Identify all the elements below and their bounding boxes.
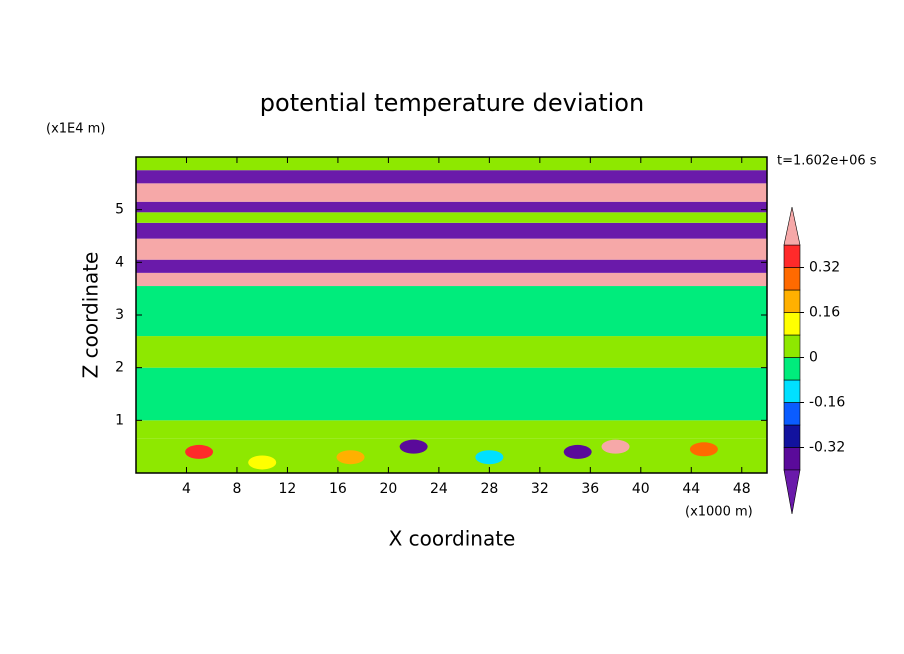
colorbar-box — [783, 424, 801, 448]
contour-spot — [336, 450, 365, 465]
x-tick-label: 12 — [279, 481, 297, 497]
contour-band — [136, 420, 767, 439]
colorbar-tick-label: 0 — [809, 350, 818, 366]
contour-band — [136, 238, 767, 260]
contour-band — [136, 367, 767, 421]
y-tick-label: 2 — [115, 360, 124, 376]
chart-title: potential temperature deviation — [260, 89, 644, 117]
contour-spot — [563, 444, 592, 459]
contour-band — [136, 170, 767, 184]
colorbar: -0.32 -0.16 0 0.16 0.32 — [783, 206, 845, 515]
contour-band — [136, 286, 767, 337]
colorbar-extend-bottom — [783, 469, 801, 515]
colorbar-extend-top — [783, 206, 801, 246]
x-tick-label: 24 — [430, 481, 448, 497]
x-tick-label: 4 — [182, 481, 191, 497]
y-tick-label: 3 — [115, 307, 124, 323]
colorbar-box — [783, 334, 801, 358]
colorbar-box — [783, 379, 801, 403]
colorbar-box — [783, 447, 801, 471]
x-tick-label: 40 — [632, 481, 650, 497]
x-tick-label: 28 — [480, 481, 498, 497]
x-tick-label: 44 — [682, 481, 700, 497]
contour-band — [136, 336, 767, 368]
y-tick-label: 4 — [115, 254, 124, 270]
contour-spot — [399, 439, 428, 454]
contour-band — [136, 183, 767, 202]
contour-band — [136, 212, 767, 223]
colorbar-tick-label: -0.32 — [809, 440, 845, 456]
y-tick-label: 5 — [115, 202, 124, 218]
y-unit: (x1E4 m) — [46, 122, 105, 137]
x-axis-label: X coordinate — [389, 527, 516, 551]
x-tick-label: 32 — [531, 481, 549, 497]
colorbar-tick-label: -0.16 — [809, 395, 845, 411]
contour-band — [136, 259, 767, 273]
colorbar-box — [783, 267, 801, 291]
x-tick-label: 8 — [232, 481, 241, 497]
x-tick-label: 36 — [581, 481, 599, 497]
field — [136, 157, 767, 473]
x-tick-label: 20 — [379, 481, 397, 497]
contour-band — [136, 222, 767, 239]
contour-spot — [248, 455, 277, 470]
colorbar-box — [783, 244, 801, 268]
contour-band — [136, 157, 767, 171]
colorbar-box — [783, 312, 801, 336]
y-tick-label: 1 — [115, 412, 124, 428]
contour-spot — [475, 450, 504, 465]
colorbar-box — [783, 289, 801, 313]
x-unit: (x1000 m) — [685, 505, 753, 520]
colorbar-box — [783, 402, 801, 426]
contour-spot — [601, 439, 630, 454]
contour-band — [136, 201, 767, 213]
x-tick-label: 16 — [329, 481, 347, 497]
contour-band — [136, 272, 767, 287]
contour-spot — [689, 442, 718, 457]
colorbar-tick-label: 0.16 — [809, 305, 840, 321]
x-tick-label: 48 — [733, 481, 751, 497]
colorbar-tick-label: 0.32 — [809, 260, 840, 276]
colorbar-box — [783, 357, 801, 381]
contour-band — [136, 438, 767, 473]
y-axis-label: Z coordinate — [79, 252, 103, 379]
contour-spot — [185, 444, 214, 459]
time-annotation: t=1.602e+06 s — [777, 154, 877, 169]
